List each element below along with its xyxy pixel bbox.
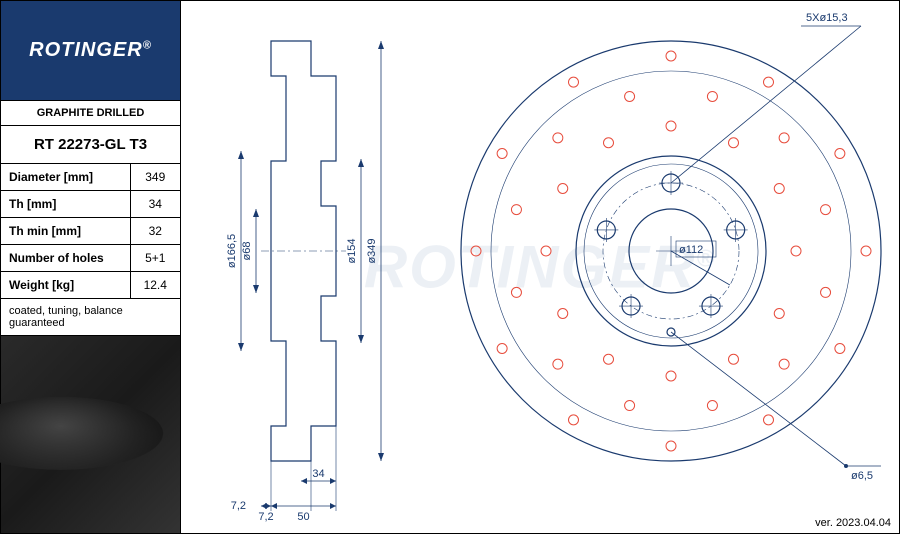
part-number: RT 22273-GL T3 [1, 126, 180, 164]
spec-header: GRAPHITE DRILLED [1, 101, 180, 126]
svg-text:5Xø15,3: 5Xø15,3 [806, 12, 848, 24]
svg-text:ø154: ø154 [346, 238, 358, 263]
spec-table: Diameter [mm]349Th [mm]34Th min [mm]32Nu… [1, 164, 180, 299]
svg-text:ø166,5: ø166,5 [226, 234, 238, 268]
logo: ROTINGER® [1, 1, 180, 101]
spec-notes: coated, tuning, balance guaranteed [1, 299, 180, 336]
svg-text:ø6,5: ø6,5 [851, 470, 873, 482]
svg-text:34: 34 [312, 468, 324, 480]
product-photo [1, 336, 180, 533]
spec-row: Th [mm]34 [1, 191, 180, 218]
svg-text:ø349: ø349 [366, 238, 378, 263]
spec-row: Th min [mm]32 [1, 218, 180, 245]
svg-text:7,2: 7,2 [231, 500, 246, 512]
version-label: ver. 2023.04.04 [815, 517, 891, 529]
technical-drawing: ROTINGER® ø166,5ø68ø154ø349347,27,2505Xø… [181, 1, 899, 533]
brand-name: ROTINGER® [29, 39, 152, 62]
svg-text:ø68: ø68 [241, 242, 253, 261]
svg-text:50: 50 [297, 511, 309, 523]
spec-row: Weight [kg]12.4 [1, 272, 180, 299]
svg-text:7,2: 7,2 [258, 511, 273, 523]
svg-text:ø112: ø112 [679, 244, 703, 256]
spec-row: Number of holes5+1 [1, 245, 180, 272]
spec-panel: ROTINGER® GRAPHITE DRILLED RT 22273-GL T… [1, 1, 181, 533]
spec-row: Diameter [mm]349 [1, 164, 180, 191]
